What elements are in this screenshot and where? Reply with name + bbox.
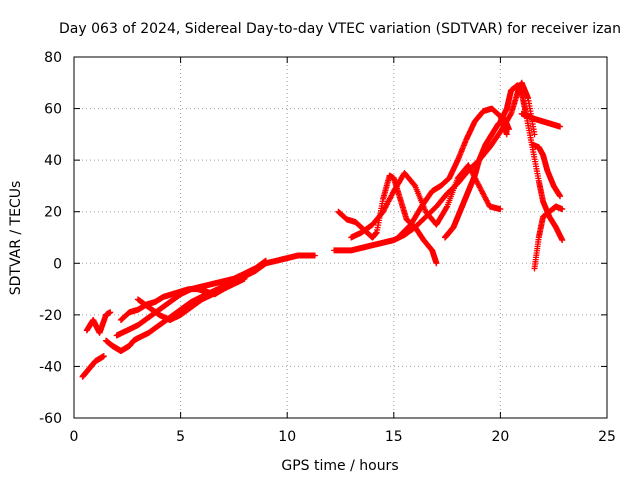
series-markers — [497, 82, 566, 244]
series-markers — [134, 275, 248, 324]
y-axis: -60 -40 -20 0 20 40 60 80 — [39, 50, 607, 427]
series-arc-l — [497, 82, 566, 244]
x-tick-label: 0 — [70, 429, 79, 445]
y-tick-label: -60 — [39, 411, 62, 427]
series-markers — [531, 203, 566, 272]
y-tick-label: -40 — [39, 359, 62, 375]
series-markers — [113, 257, 269, 339]
series-markers — [348, 162, 504, 241]
x-tick-label: 10 — [278, 429, 296, 445]
series-arc-j — [395, 105, 510, 241]
series-markers — [102, 252, 318, 354]
x-tick-label: 5 — [176, 429, 185, 445]
x-axis: 0 5 10 15 20 25 — [70, 57, 616, 445]
series-arc-n — [529, 141, 564, 200]
chart-title: Day 063 of 2024, Sidereal Day-to-day VTE… — [59, 21, 621, 37]
y-tick-label: 20 — [44, 205, 62, 221]
y-tick-label: 40 — [44, 153, 62, 169]
x-axis-label: GPS time / hours — [281, 458, 398, 474]
series-arc-a — [79, 353, 107, 380]
plot-frame — [73, 56, 608, 419]
y-tick-label: 80 — [44, 50, 62, 66]
x-tick-label: 25 — [598, 429, 616, 445]
series-markers — [395, 105, 510, 241]
series-markers — [79, 353, 107, 380]
series-arc-f — [134, 275, 248, 324]
y-tick-label: -20 — [39, 308, 62, 324]
series-arc-d — [113, 257, 269, 339]
series-arc-o — [531, 203, 566, 272]
y-tick-label: 0 — [53, 256, 62, 272]
x-tick-label: 20 — [491, 429, 509, 445]
series-markers — [518, 110, 564, 130]
y-axis-label: SDTVAR / TECUs — [8, 181, 24, 296]
series-arc-c — [102, 252, 318, 354]
series-arc-b — [83, 309, 114, 336]
series-markers — [83, 309, 114, 336]
y-tick-label: 60 — [44, 102, 62, 118]
series-arc-m — [518, 110, 564, 130]
series-markers — [529, 141, 564, 200]
series-arc-i — [348, 162, 504, 241]
data-marks — [79, 79, 566, 380]
x-tick-label: 15 — [385, 429, 403, 445]
